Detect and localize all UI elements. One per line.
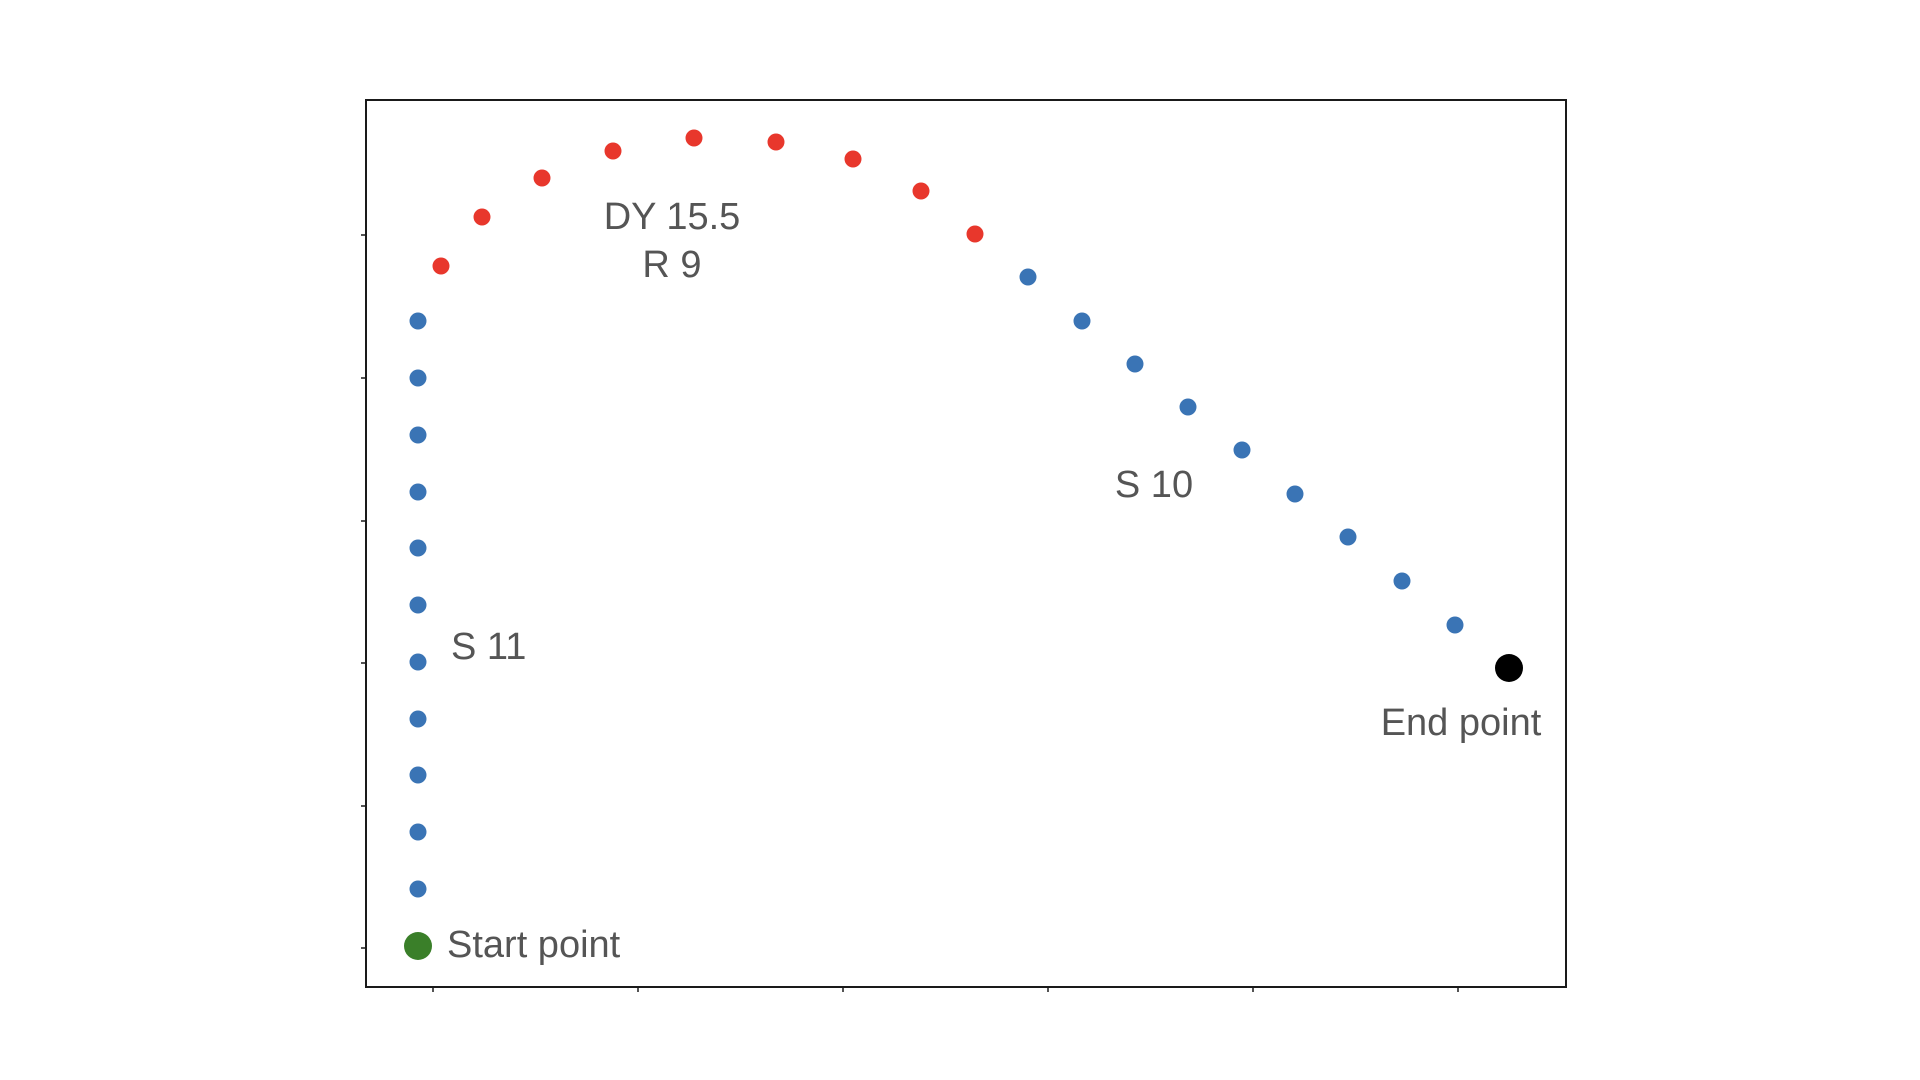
arc-point <box>432 257 450 275</box>
arc-dy-label: DY 15.5 <box>604 196 741 238</box>
segment-right-label: S 10 <box>1115 464 1193 506</box>
path-point <box>1286 485 1304 503</box>
left-ticks <box>361 234 366 949</box>
arc-point <box>473 208 491 226</box>
start-point-label: Start point <box>447 924 621 966</box>
arc-point <box>844 150 862 168</box>
arc-point <box>767 133 785 151</box>
left-straight-points <box>409 312 427 898</box>
right-straight-points <box>1019 268 1464 634</box>
path-point <box>1179 398 1197 416</box>
plot-frame <box>365 99 1567 988</box>
path-point <box>409 426 427 444</box>
path-point <box>1233 441 1251 459</box>
path-point <box>409 710 427 728</box>
arc-point <box>685 129 703 147</box>
path-point <box>409 369 427 387</box>
path-point <box>409 596 427 614</box>
end-point-marker <box>1495 654 1523 682</box>
path-point <box>409 653 427 671</box>
arc-radius-label: R 9 <box>642 244 701 286</box>
end-point-label: End point <box>1381 702 1542 744</box>
path-point <box>409 539 427 557</box>
path-point <box>1393 572 1411 590</box>
path-point <box>409 880 427 898</box>
arc-point <box>966 225 984 243</box>
path-point <box>409 766 427 784</box>
segment-left-label: S 11 <box>451 626 526 668</box>
arc-point <box>912 182 930 200</box>
arc-point <box>604 142 622 160</box>
path-point <box>1073 312 1091 330</box>
path-point <box>1019 268 1037 286</box>
arc-points <box>432 129 984 275</box>
path-point <box>1126 355 1144 373</box>
start-point-marker <box>404 932 432 960</box>
bottom-ticks <box>432 987 1459 992</box>
path-point <box>409 823 427 841</box>
path-point <box>409 312 427 330</box>
arc-point <box>533 169 551 187</box>
path-point <box>409 483 427 501</box>
path-point <box>1339 528 1357 546</box>
path-point <box>1446 616 1464 634</box>
